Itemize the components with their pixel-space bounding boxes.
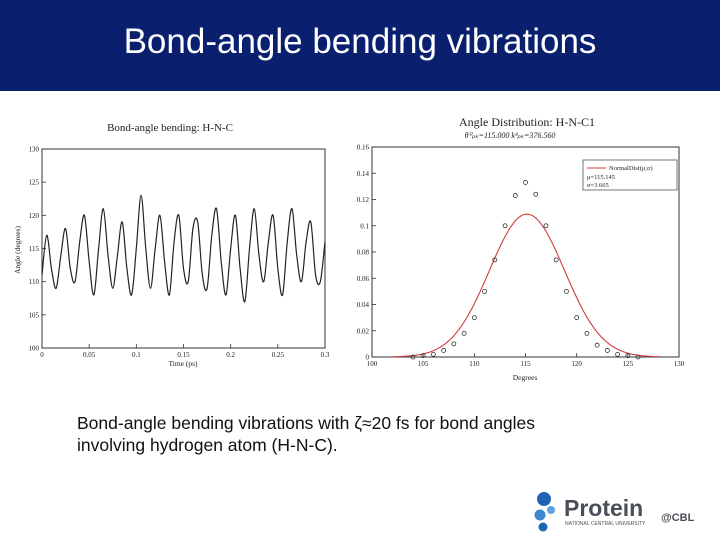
distribution-point <box>502 223 508 229</box>
left-xtick-label: 0.25 <box>272 351 285 359</box>
left-ytick-label: 125 <box>29 179 40 187</box>
legend-entry-sigma: σ=3.665 <box>587 182 609 189</box>
legend-entry-mu: μ=115.145 <box>587 174 615 181</box>
distribution-point <box>553 257 559 263</box>
distribution-point <box>482 288 487 294</box>
distribution-point <box>533 191 539 197</box>
right-ytick-label: 0.1 <box>360 222 369 230</box>
left-xtick-label: 0.1 <box>132 351 141 359</box>
protein-logo-icon <box>534 492 555 532</box>
distribution-point <box>420 353 426 359</box>
distribution-point <box>543 223 549 229</box>
protein-cbl-logo: Protein @CBL NATIONAL CENTRAL UNIVERSITY <box>534 492 695 532</box>
logo-subtitle: NATIONAL CENTRAL UNIVERSITY <box>565 521 646 527</box>
logo-wordmark: Protein <box>564 495 643 521</box>
angle-series-line <box>41 194 326 303</box>
right-chart-title: Angle Distribution: H-N-C1 <box>459 115 595 129</box>
left-xtick-label: 0.2 <box>226 351 235 359</box>
distribution-point <box>604 348 610 353</box>
distribution-point <box>564 288 569 294</box>
distribution-point <box>492 257 498 263</box>
right-ytick-label: 0.16 <box>357 144 370 152</box>
left-ytick-label: 115 <box>29 245 40 253</box>
normal-fit-curve <box>392 213 659 358</box>
distribution-point <box>523 180 528 185</box>
right-xtick-label: 105 <box>418 360 429 368</box>
legend-box <box>582 159 678 191</box>
left-ytick-label: 110 <box>29 278 40 286</box>
left-xtick-label: 0.3 <box>321 351 330 359</box>
right-xtick-label: 120 <box>571 360 582 368</box>
right-ytick-label: 0.08 <box>357 249 370 257</box>
left-ytick-label: 105 <box>29 311 40 319</box>
logo-suffix: @CBL <box>661 512 695 524</box>
left-chart-title: Bond-angle bending: H-N-C <box>107 122 233 134</box>
distribution-point <box>512 193 518 198</box>
caption-line-2: involving hydrogen atom (H-N-C). <box>77 435 338 455</box>
right-xtick-label: 125 <box>623 360 634 368</box>
caption: Bond-angle bending vibrations with ζ≈20 … <box>77 412 677 456</box>
legend-entry-fit: NormalDist(μ,σ) <box>609 165 653 172</box>
distribution-point <box>471 315 477 321</box>
title-bar: Bond-angle bending vibrations <box>0 0 720 91</box>
distribution-point <box>625 353 631 359</box>
distribution-point <box>635 354 641 360</box>
right-ytick-label: 0.06 <box>357 275 370 283</box>
left-ytick-label: 130 <box>29 146 40 154</box>
distribution-point <box>461 330 467 336</box>
right-xtick-label: 130 <box>674 360 685 368</box>
left-plot-frame <box>41 148 326 349</box>
right-plot-frame <box>371 146 680 358</box>
distribution-point <box>430 351 436 357</box>
distribution-point <box>615 351 620 357</box>
distribution-point <box>441 348 447 353</box>
right-ytick-label: 0.12 <box>357 196 370 204</box>
right-chart-subtitle: θ⁰ₚₖ=115.000 kᶿₚₖ=376.560 <box>465 131 556 140</box>
distribution-point <box>584 330 590 336</box>
distribution-point <box>410 354 416 360</box>
left-xtick-label: 0.15 <box>177 351 190 359</box>
distribution-point <box>594 342 600 348</box>
slide-title: Bond-angle bending vibrations <box>123 22 597 61</box>
right-ytick-label: 0.04 <box>357 301 370 309</box>
left-ytick-label: 100 <box>29 345 40 353</box>
left-xtick-label: 0.05 <box>83 351 96 359</box>
left-x-axis-label: Time (ps) <box>168 359 198 368</box>
right-ytick-label: 0 <box>366 354 370 362</box>
left-ytick-label: 120 <box>29 212 40 220</box>
left-xtick-label: 0 <box>40 351 44 359</box>
right-xtick-label: 115 <box>520 360 531 368</box>
right-xtick-label: 110 <box>469 360 480 368</box>
right-ytick-label: 0.02 <box>357 327 370 335</box>
right-ytick-label: 0.14 <box>357 170 370 178</box>
distribution-point <box>574 315 580 321</box>
right-xtick-label: 100 <box>367 360 378 368</box>
right-x-axis-label: Degrees <box>513 373 538 382</box>
distribution-point <box>451 341 457 347</box>
caption-line-1: Bond-angle bending vibrations with ζ≈20 … <box>77 413 536 433</box>
left-y-axis-label: Angle (degrees) <box>13 225 22 274</box>
